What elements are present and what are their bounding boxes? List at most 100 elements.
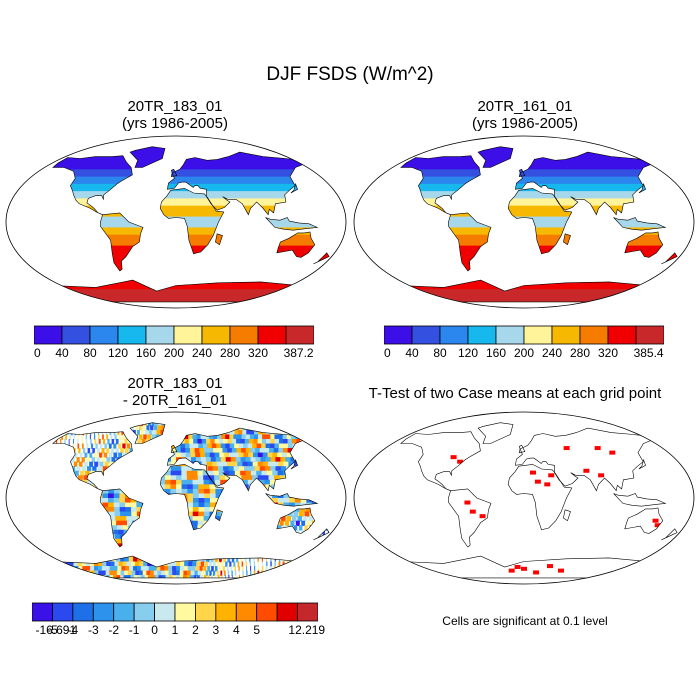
diff-cell [221, 561, 224, 567]
diff-cell [230, 538, 235, 545]
diff-cell [146, 425, 150, 431]
diff-cell [91, 502, 98, 508]
diff-cell [237, 488, 245, 495]
flux-band [52, 220, 330, 225]
diff-cell [315, 484, 324, 490]
diff-cell [74, 502, 82, 508]
diff-cell [231, 422, 240, 427]
diff-cell [63, 525, 73, 531]
colorbar-case2-labels: 0 40 80 120 160 200 240 280 320 385.4 [384, 346, 664, 362]
diff-cell [159, 470, 166, 477]
coastline-indonesia [265, 217, 319, 231]
diff-cell [181, 529, 188, 536]
diff-cell [229, 470, 237, 477]
diff-cell [114, 561, 123, 567]
coastline-north-america [52, 155, 133, 215]
diff-cell [301, 448, 312, 454]
diff-cell [67, 520, 76, 527]
diff-cell [79, 543, 89, 549]
diff-cell [126, 561, 134, 567]
diff-cell [120, 484, 127, 490]
diff-cell [242, 479, 250, 486]
diff-cell [238, 452, 247, 458]
diff-cell [203, 479, 211, 486]
diff-cell [102, 425, 103, 431]
diff-cell [71, 538, 81, 545]
diff-cell [203, 516, 210, 522]
diff-cell [102, 488, 109, 495]
diff-cell [120, 547, 128, 554]
diff-cell [203, 448, 211, 454]
colorbar-diff-box [133, 602, 155, 622]
diff-cell [69, 488, 75, 495]
diff-cell [292, 448, 303, 454]
diff-cell [113, 502, 121, 508]
diff-cell [171, 547, 177, 554]
diff-cell [282, 547, 285, 554]
diff-cell [214, 557, 218, 563]
diff-cell [280, 479, 289, 486]
diff-cell [218, 525, 224, 531]
diff-cell [211, 461, 219, 468]
diff-cell [73, 534, 83, 540]
diff-cell [261, 570, 264, 576]
diff-cell [153, 502, 160, 508]
diff-cell [34, 498, 41, 503]
diff-cell [154, 438, 159, 445]
diff-cell [25, 512, 33, 517]
diff-cell [92, 529, 101, 536]
diff-cell [127, 422, 129, 427]
diff-cell [213, 547, 218, 554]
diff-cell [273, 448, 283, 454]
diff-cell [189, 547, 195, 554]
diff-cell [40, 475, 44, 480]
diff-cell [130, 416, 131, 421]
diff-cell [194, 570, 198, 576]
diff-cell [240, 457, 249, 463]
flux-band [400, 198, 678, 203]
map-case1 [5, 135, 347, 309]
significant-cell [533, 570, 540, 575]
diff-cell [90, 525, 99, 531]
diff-cell [180, 538, 187, 545]
diff-cell [234, 566, 236, 572]
diff-cell [106, 547, 115, 554]
diff-cell [245, 525, 251, 531]
diff-cell [137, 575, 144, 578]
diff-cell [187, 566, 192, 572]
coastline-eurasia [514, 427, 654, 492]
diff-cell [52, 502, 59, 508]
diff-cell [270, 552, 272, 558]
flux-band [400, 245, 678, 250]
diff-cell [86, 538, 95, 545]
diff-cell [209, 502, 217, 508]
diff-cell [209, 543, 215, 549]
diff-cell [308, 461, 319, 468]
diff-cell [258, 516, 264, 522]
diff-cell [120, 448, 124, 454]
diff-cell [42, 457, 44, 462]
coastline-antarctica [52, 555, 300, 579]
diff-cell [76, 570, 86, 576]
significant-cell [450, 455, 457, 460]
diff-cell [240, 470, 248, 477]
diff-cell [51, 453, 53, 458]
diff-cell [304, 470, 313, 477]
diff-cell [149, 529, 157, 536]
diff-cell [219, 520, 225, 527]
diff-cell [66, 429, 69, 436]
flux-band [52, 205, 330, 210]
diff-cell [81, 443, 84, 449]
diff-cell [71, 529, 80, 536]
diff-cell [64, 511, 72, 517]
diff-cell [61, 457, 65, 463]
diff-cell [134, 575, 141, 578]
diff-cell [230, 475, 238, 481]
diff-cell [228, 422, 236, 427]
diff-cell [35, 489, 41, 494]
diff-cell [145, 461, 151, 468]
colorbar-diff-box [235, 602, 258, 622]
diff-cell [199, 566, 203, 572]
diff-cell [55, 543, 66, 549]
diff-cell [41, 543, 51, 548]
